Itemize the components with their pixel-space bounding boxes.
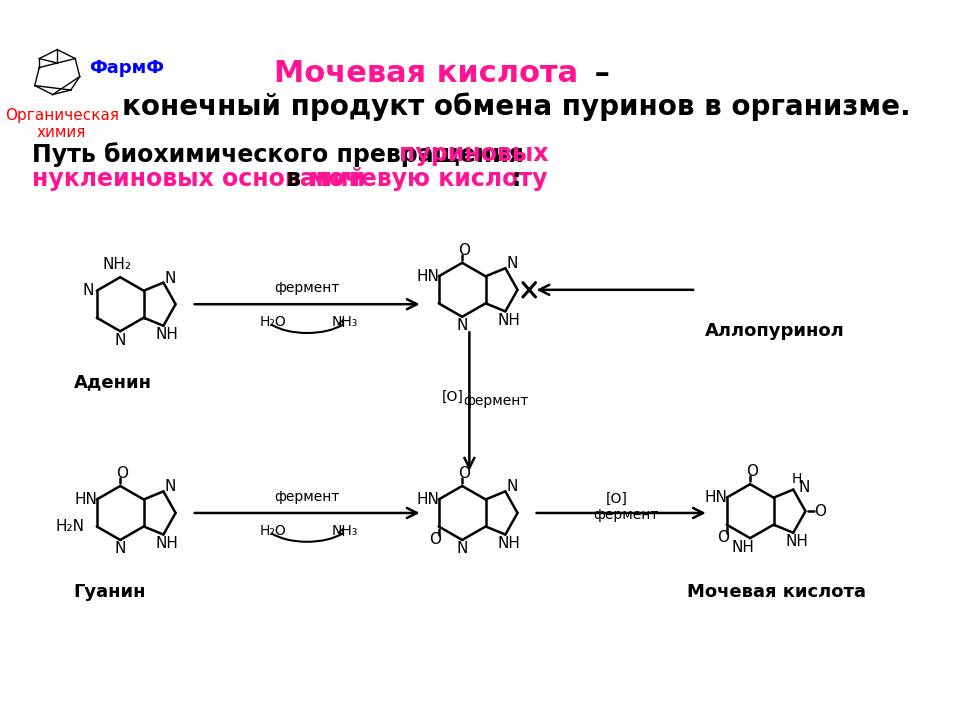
Text: O: O bbox=[116, 466, 128, 481]
Text: O: O bbox=[814, 504, 826, 518]
Text: H₂N: H₂N bbox=[55, 519, 84, 534]
Text: ФармФ: ФармФ bbox=[88, 58, 164, 76]
Text: H₂O: H₂O bbox=[259, 524, 286, 538]
Text: NH: NH bbox=[732, 540, 755, 554]
Text: пуриновых: пуриновых bbox=[399, 143, 549, 166]
Text: фермент: фермент bbox=[593, 508, 659, 522]
Text: нуклеиновых оснований: нуклеиновых оснований bbox=[32, 166, 366, 191]
Text: O: O bbox=[458, 243, 470, 258]
Text: N: N bbox=[165, 480, 177, 495]
Text: Аденин: Аденин bbox=[73, 374, 152, 392]
Text: HN: HN bbox=[417, 269, 440, 284]
Text: NH: NH bbox=[156, 328, 179, 342]
Text: N: N bbox=[799, 480, 810, 495]
Text: фермент: фермент bbox=[275, 490, 340, 504]
Text: N: N bbox=[165, 271, 177, 286]
Text: O: O bbox=[458, 466, 470, 481]
Text: O: O bbox=[746, 464, 757, 479]
Text: N: N bbox=[114, 333, 126, 348]
Text: NH₂: NH₂ bbox=[102, 257, 132, 272]
Text: –: – bbox=[584, 59, 610, 89]
Text: NH: NH bbox=[497, 313, 520, 328]
Text: HN: HN bbox=[417, 492, 440, 507]
Text: N: N bbox=[114, 541, 126, 557]
Text: [O]: [O] bbox=[606, 492, 628, 505]
Text: NH: NH bbox=[497, 536, 520, 551]
Text: NH₃: NH₃ bbox=[332, 524, 358, 538]
Text: фермент: фермент bbox=[275, 281, 340, 295]
Text: Гуанин: Гуанин bbox=[73, 583, 146, 601]
Text: N: N bbox=[456, 541, 468, 557]
Text: Путь биохимического превращения: Путь биохимического превращения bbox=[32, 143, 532, 167]
Text: HN: HN bbox=[75, 492, 97, 507]
Text: H₂O: H₂O bbox=[259, 315, 286, 329]
Text: Органическая
химия: Органическая химия bbox=[5, 108, 119, 140]
Text: N: N bbox=[82, 283, 93, 298]
Text: NH: NH bbox=[156, 536, 179, 551]
Text: мочевую кислоту: мочевую кислоту bbox=[309, 166, 548, 191]
Text: в: в bbox=[277, 166, 309, 191]
Text: фермент: фермент bbox=[464, 395, 529, 408]
Text: NH: NH bbox=[785, 534, 808, 549]
Text: N: N bbox=[507, 256, 518, 271]
Text: Мочевая кислота: Мочевая кислота bbox=[275, 59, 578, 89]
Text: Аллопуринол: Аллопуринол bbox=[705, 323, 845, 341]
Text: H: H bbox=[792, 472, 803, 486]
Text: NH₃: NH₃ bbox=[332, 315, 358, 329]
Text: Мочевая кислота: Мочевая кислота bbox=[687, 583, 866, 601]
Text: N: N bbox=[456, 318, 468, 333]
Text: [O]: [O] bbox=[443, 390, 464, 404]
Text: конечный продукт обмена пуринов в организме.: конечный продукт обмена пуринов в органи… bbox=[122, 92, 910, 120]
Text: N: N bbox=[507, 480, 518, 495]
Text: HN: HN bbox=[705, 490, 728, 505]
Text: O: O bbox=[429, 531, 441, 546]
Text: :: : bbox=[512, 166, 521, 191]
Text: O: O bbox=[717, 530, 729, 545]
